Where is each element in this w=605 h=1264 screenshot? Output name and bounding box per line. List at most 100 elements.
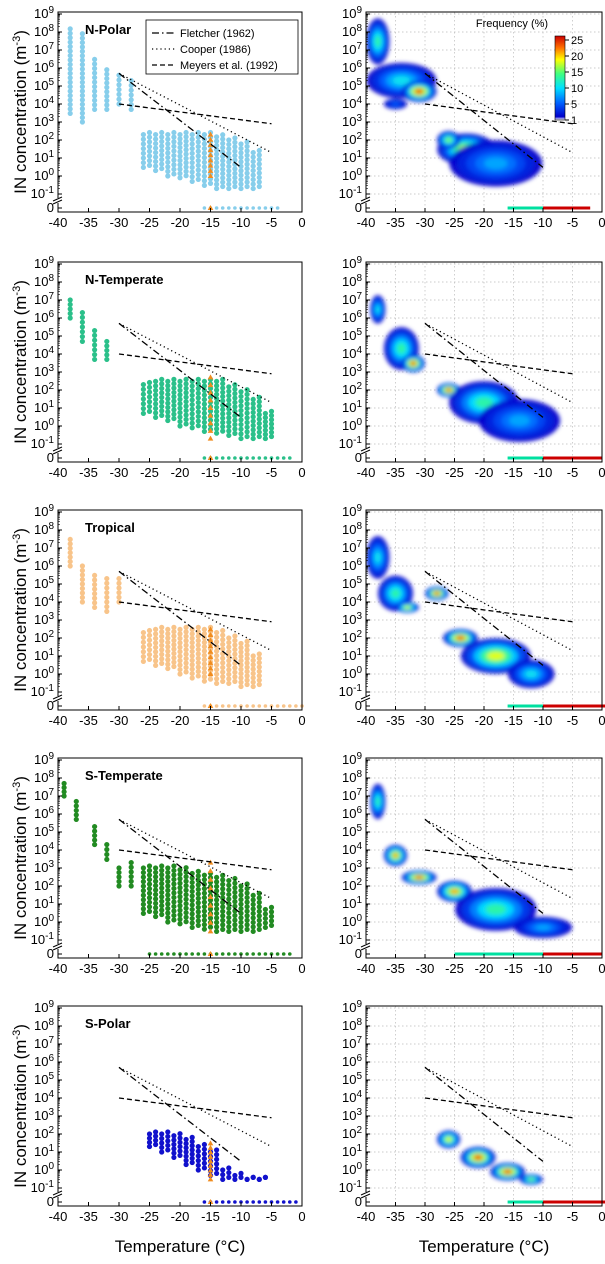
y-tick-label: 0 [355,946,362,961]
data-point [232,395,238,401]
data-point [262,427,268,433]
data-point [201,150,207,156]
data-point [153,878,159,884]
data-point [214,404,220,410]
data-point [250,401,256,407]
data-point [183,1136,189,1143]
data-point [79,567,85,574]
data-point [232,633,238,639]
data-point [201,661,207,667]
data-point [201,428,207,435]
data-point [79,70,85,77]
data-point [195,651,201,657]
cooper-line [424,322,573,404]
data-point [256,183,262,190]
axis-break-mark [360,697,371,703]
zero-point [227,456,231,460]
data-point [165,905,171,912]
data-point [214,1170,220,1176]
heat-cell [404,606,411,609]
data-point [244,917,250,923]
data-point [256,917,262,923]
data-point [189,670,195,677]
x-tick-label: -35 [386,465,405,480]
data-point [238,649,244,655]
data-point [165,396,171,402]
data-point [220,183,226,190]
data-point [201,141,207,147]
heat-cell [445,137,452,143]
data-point [220,140,226,147]
data-point [195,162,201,168]
data-point [195,404,201,410]
data-point [177,1148,183,1154]
data-point [177,907,183,913]
x-tick-label: -25 [445,713,464,728]
data-point [140,136,146,142]
data-point [244,651,250,657]
data-point [146,886,153,892]
y-tick-label: 100 [342,913,362,929]
data-point [250,158,256,165]
data-point [189,141,195,147]
data-point [220,678,226,684]
data-point [153,1137,159,1143]
data-point [153,410,159,416]
data-point [226,680,232,687]
data-point [244,677,250,683]
data-point [268,421,275,427]
y-tick-label: 104 [34,1089,54,1105]
data-point [256,156,262,163]
data-point [262,911,268,917]
colorbar-tick-label: 5 [571,99,577,111]
data-point [79,594,85,601]
data-point [250,683,256,690]
cooper-line [424,818,573,900]
data-point [220,145,226,151]
y-tick-label: 105 [342,1071,362,1087]
data-point [214,426,220,432]
orange-triangle [207,136,214,142]
orange-triangle [207,389,214,395]
x-tick-label: 0 [298,713,305,728]
axis-break [54,1192,62,1197]
data-point [165,400,171,406]
data-point [250,176,256,183]
data-point [238,141,244,147]
data-point [79,338,85,345]
y-tick-label: 105 [342,327,362,343]
orange-triangle [207,1158,214,1164]
data-point [244,410,250,416]
data-point [195,664,201,670]
data-point [104,846,110,853]
data-point [244,143,250,150]
data-point [189,401,195,408]
data-point [116,874,122,880]
data-point [79,31,85,37]
data-point [238,645,244,651]
data-point [189,136,195,142]
y-tick-label: 101 [342,895,362,911]
data-point [201,392,207,398]
data-point [165,391,171,398]
meyers-line [118,1097,272,1119]
data-point [207,676,214,682]
data-point [79,35,85,41]
data-point [195,390,201,396]
data-point [214,378,220,385]
data-point [104,71,110,77]
data-point [183,660,189,666]
orange-triangle [207,1199,214,1204]
data-point [256,908,262,914]
data-point [140,897,146,903]
x-tick-label: -40 [49,465,68,480]
data-point [232,903,238,909]
data-point [232,678,238,684]
data-point [153,396,159,403]
data-point [128,92,134,98]
data-point [244,148,250,154]
data-point [214,1166,220,1172]
data-point [79,79,85,85]
x-tick-label: -40 [49,215,68,230]
data-point [146,162,153,168]
